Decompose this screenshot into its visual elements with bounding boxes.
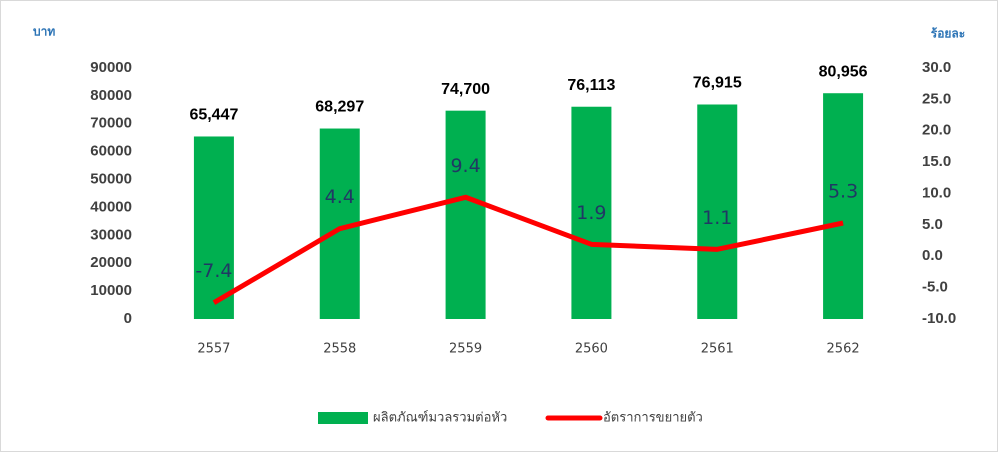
bar xyxy=(445,110,486,319)
bar xyxy=(823,93,864,319)
y-tick-label: 80000 xyxy=(90,87,132,104)
line-value-label: 1.9 xyxy=(576,202,606,224)
bar-value-label: 76,113 xyxy=(567,77,615,94)
y-tick-label: 70000 xyxy=(90,115,132,132)
y2-tick-label: -10.0 xyxy=(922,310,956,327)
y2-tick-label: 5.0 xyxy=(922,216,943,233)
y2-tick-label: -5.0 xyxy=(922,279,948,296)
bar xyxy=(193,136,234,319)
y-tick-label: 20000 xyxy=(90,254,132,271)
bar-value-label: 65,447 xyxy=(189,107,238,124)
y2-tick-label: 15.0 xyxy=(922,153,951,170)
y2-tick-label: 0.0 xyxy=(922,247,943,264)
y2-tick-label: 20.0 xyxy=(922,122,951,139)
y2-tick-label: 10.0 xyxy=(922,184,951,201)
bar-value-label: 68,297 xyxy=(315,99,364,116)
bar xyxy=(697,104,738,319)
line-value-label: 4.4 xyxy=(325,186,355,208)
bar xyxy=(571,106,612,319)
line-value-label: 5.3 xyxy=(828,180,858,202)
x-tick-label: 2559 xyxy=(449,342,482,357)
y2-axis-label: ร้อยละ xyxy=(931,27,965,41)
x-tick-label: 2560 xyxy=(575,342,608,357)
y2-tick-label: 25.0 xyxy=(922,90,951,107)
legend-swatch xyxy=(318,412,368,424)
y-tick-label: 10000 xyxy=(90,282,132,299)
y-tick-label: 90000 xyxy=(90,59,132,76)
bar-value-label: 76,915 xyxy=(693,75,742,92)
x-tick-label: 2561 xyxy=(701,342,734,357)
x-tick-label: 2558 xyxy=(323,342,356,357)
legend-label: ผลิตภัณฑ์มวลรวมต่อหัว xyxy=(373,410,507,426)
y-tick-label: 60000 xyxy=(90,143,132,160)
y-tick-label: 0 xyxy=(124,310,132,327)
y-tick-label: 40000 xyxy=(90,198,132,215)
y-axis-label: บาท xyxy=(33,25,55,39)
x-tick-label: 2562 xyxy=(827,342,860,357)
x-tick-label: 2557 xyxy=(197,342,230,357)
legend-label: อัตราการขยายตัว xyxy=(603,411,703,426)
line-value-label: -7.4 xyxy=(195,260,232,282)
bar-value-label: 74,700 xyxy=(441,81,490,98)
bar-value-label: 80,956 xyxy=(819,63,868,80)
y2-tick-label: 30.0 xyxy=(922,59,951,76)
y-tick-label: 30000 xyxy=(90,226,132,243)
y-tick-label: 50000 xyxy=(90,171,132,188)
line xyxy=(212,194,844,305)
line-value-label: 1.1 xyxy=(702,207,732,229)
line-value-label: 9.4 xyxy=(450,155,480,177)
